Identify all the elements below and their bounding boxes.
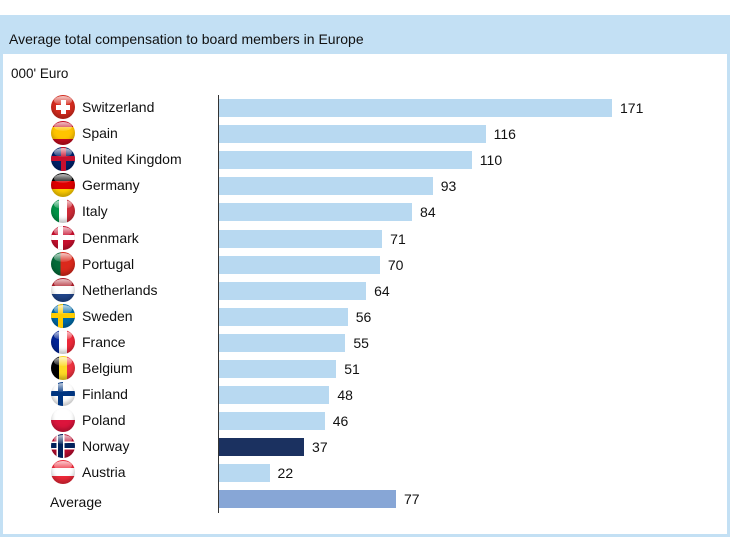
- category-label-italy: Italy: [82, 203, 108, 220]
- bar-netherlands: [219, 281, 367, 300]
- value-label-poland: 46: [332, 413, 349, 430]
- category-label-sweden: Sweden: [82, 307, 133, 324]
- bar-denmark: [219, 229, 383, 248]
- chart-title: Average total compensation to board memb…: [9, 31, 364, 47]
- category-label-norway: Norway: [82, 438, 130, 455]
- category-label-finland: Finland: [82, 386, 128, 403]
- bar-italy: [219, 203, 413, 222]
- category-label-united-kingdom: United Kingdom: [82, 151, 182, 168]
- category-label-denmark: Denmark: [82, 229, 139, 246]
- value-label-denmark: 71: [390, 230, 406, 247]
- portugal-flag-icon: [51, 251, 75, 276]
- value-label-finland: 48: [337, 387, 353, 404]
- category-label-switzerland: Switzerland: [82, 99, 155, 115]
- bar-switzerland: [219, 99, 612, 117]
- category-label-netherlands: Netherlands: [82, 281, 158, 298]
- belgium-flag-icon: [51, 356, 75, 380]
- y-axis-line: [218, 95, 219, 513]
- category-label-portugal: Portugal: [82, 255, 135, 272]
- value-label-spain: 116: [493, 126, 516, 143]
- bar-sweden: [219, 307, 348, 326]
- france-flag-icon: [51, 329, 75, 354]
- value-label-average: 77: [403, 491, 420, 507]
- austria-flag-icon: [51, 460, 75, 485]
- category-label-france: France: [82, 333, 126, 350]
- value-label-sweden: 56: [355, 308, 372, 325]
- denmark-flag-icon: [51, 225, 75, 250]
- value-label-netherlands: 64: [374, 282, 390, 299]
- value-label-france: 55: [353, 334, 369, 351]
- bar-spain: [219, 125, 486, 144]
- value-label-portugal: 70: [387, 256, 404, 273]
- switzerland-flag-icon: [51, 95, 75, 119]
- value-label-switzerland: 171: [620, 100, 644, 116]
- category-label-spain: Spain: [82, 125, 118, 142]
- sweden-flag-icon: [51, 303, 75, 328]
- category-label-average: Average: [50, 494, 102, 510]
- bar-united-kingdom: [219, 151, 472, 170]
- value-label-austria: 22: [277, 465, 294, 482]
- bar-belgium: [219, 360, 337, 378]
- value-label-italy: 84: [420, 204, 436, 221]
- bar-poland: [219, 412, 325, 431]
- italy-flag-icon: [51, 199, 75, 224]
- unit-label: 000' Euro: [11, 66, 69, 81]
- germany-flag-icon: [51, 173, 75, 198]
- norway-flag-icon: [51, 434, 75, 459]
- category-label-austria: Austria: [82, 464, 126, 481]
- category-label-poland: Poland: [82, 412, 126, 429]
- value-label-germany: 93: [440, 178, 457, 195]
- value-label-belgium: 51: [344, 361, 360, 377]
- category-label-belgium: Belgium: [82, 360, 133, 376]
- bar-france: [219, 333, 346, 352]
- spain-flag-icon: [51, 121, 75, 146]
- bar-average: [219, 490, 396, 508]
- value-label-norway: 37: [312, 439, 328, 456]
- bar-germany: [219, 177, 433, 196]
- netherlands-flag-icon: [51, 277, 75, 302]
- category-label-germany: Germany: [82, 177, 140, 194]
- uk-flag-icon: [51, 147, 75, 172]
- finland-flag-icon: [51, 382, 75, 407]
- bar-portugal: [219, 255, 380, 274]
- bar-finland: [219, 386, 330, 405]
- value-label-united-kingdom: 110: [479, 152, 503, 169]
- bar-norway: [219, 438, 305, 457]
- poland-flag-icon: [51, 408, 75, 433]
- bar-austria: [219, 464, 270, 483]
